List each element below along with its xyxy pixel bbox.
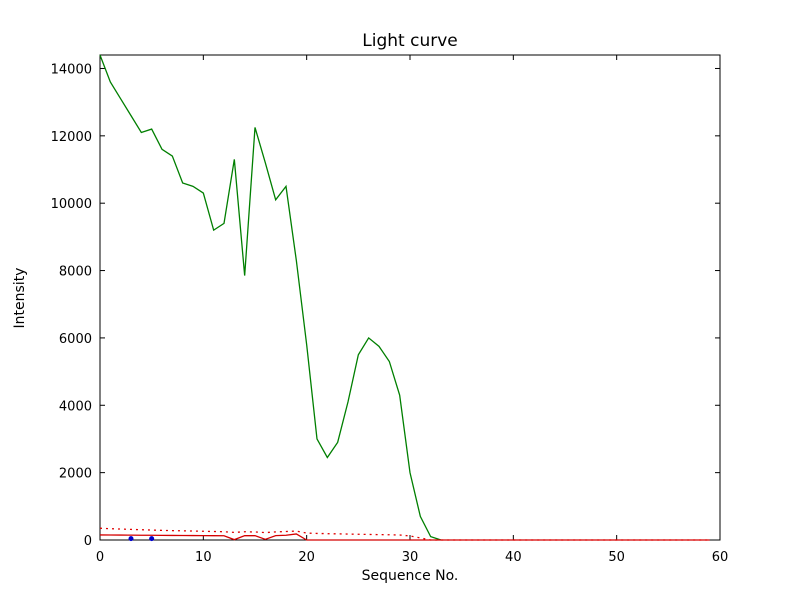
series-marker-points [149, 536, 155, 542]
y-tick-label: 6000 [59, 332, 92, 347]
y-tick-label: 2000 [59, 467, 92, 482]
x-tick-label: 50 [608, 550, 625, 565]
y-tick-label: 14000 [51, 62, 92, 77]
series-reference-dotted [99, 527, 710, 541]
series-intensity-main [99, 54, 442, 541]
x-tick-label: 60 [712, 550, 729, 565]
x-tick-label: 20 [298, 550, 315, 565]
x-tick-label: 0 [96, 550, 104, 565]
plot-frame [99, 54, 721, 541]
y-axis-label: Intensity [12, 268, 28, 329]
series-reference-solid [99, 533, 710, 541]
y-tick-label: 0 [84, 534, 92, 549]
series-marker-points [128, 536, 134, 542]
x-axis-label: Sequence No. [362, 568, 459, 584]
y-tick-label: 4000 [59, 399, 92, 414]
x-tick-label: 40 [505, 550, 522, 565]
x-tick-label: 30 [402, 550, 419, 565]
chart-title: Light curve [362, 31, 457, 51]
x-tick-label: 10 [195, 550, 212, 565]
y-tick-label: 12000 [51, 130, 92, 145]
y-tick-label: 8000 [59, 265, 92, 280]
y-tick-label: 10000 [51, 197, 92, 212]
